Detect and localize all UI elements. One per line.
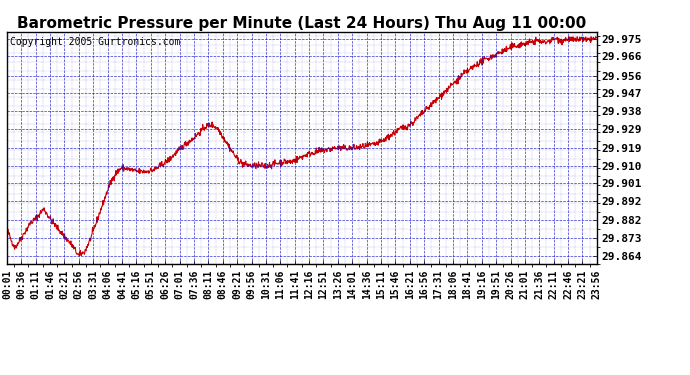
Title: Barometric Pressure per Minute (Last 24 Hours) Thu Aug 11 00:00: Barometric Pressure per Minute (Last 24 …	[17, 16, 586, 31]
Text: Copyright 2005 Gurtronics.com: Copyright 2005 Gurtronics.com	[10, 36, 180, 46]
